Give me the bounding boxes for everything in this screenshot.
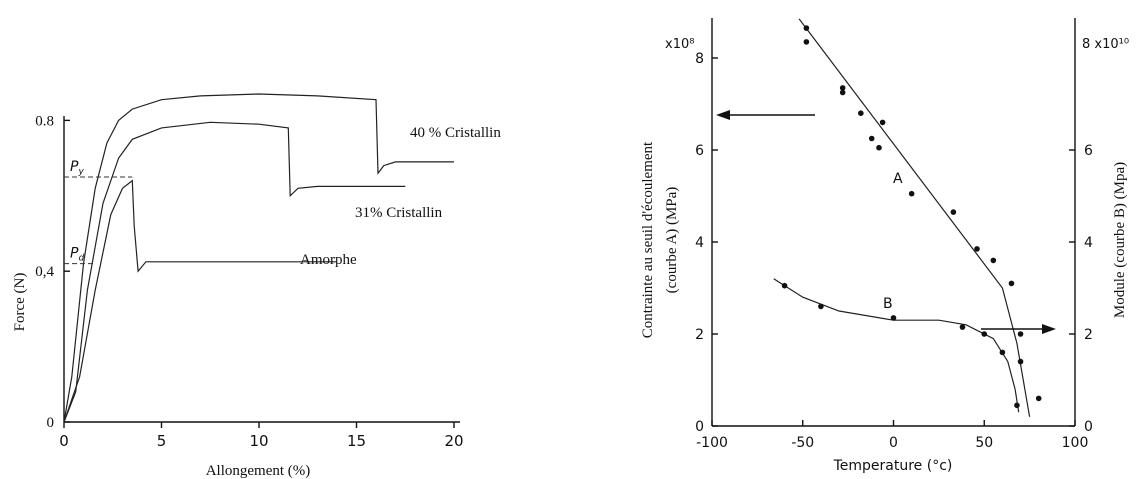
right-x-ticks: -100 -50 0 50 100	[696, 420, 1088, 451]
data-point-a	[876, 144, 882, 151]
series-label-40: 40 % Cristallin	[410, 125, 501, 141]
data-point-a	[908, 190, 915, 197]
curve-label-b: B	[883, 296, 893, 312]
right-right-tick-label: 6	[1084, 143, 1093, 159]
right-y-label-left-2: (courbe A) (MPa)	[664, 187, 680, 294]
right-x-tick-label: 100	[1062, 435, 1089, 451]
left-series-line-1	[63, 121, 406, 423]
data-point-a	[803, 39, 810, 45]
series-label-amorphe: Amorphe	[300, 252, 357, 268]
marker-subscript: y	[77, 167, 84, 177]
curve-label-a: A	[893, 171, 903, 187]
right-left-tick-label: 4	[695, 235, 704, 251]
left-y-tick-label: 0,4	[35, 264, 54, 280]
data-point-a	[858, 110, 864, 116]
data-point-a	[950, 209, 957, 215]
data-point-a	[868, 135, 875, 142]
right-scale-label: 8 x10¹⁰	[1082, 37, 1129, 52]
left-x-tick-label: 5	[157, 432, 167, 450]
fit-line-b	[773, 278, 1020, 413]
data-point-a	[879, 119, 886, 126]
right-x-tick-label: -50	[791, 435, 814, 451]
left-x-label: Allongement (%)	[206, 463, 311, 479]
left-y-ticks: 0 0,4 0.8	[35, 113, 70, 431]
left-y-tick-label: 0	[47, 415, 55, 431]
series-label-31: 31% Cristallin	[355, 205, 443, 221]
right-y-ticks: 0 2 4 6 8 0 2 4 6	[695, 51, 1093, 435]
marker-label: Py	[70, 159, 84, 177]
right-x-tick-label: -100	[696, 435, 728, 451]
data-point-b	[781, 282, 788, 289]
left-x-tick-label: 15	[347, 432, 366, 450]
fit-line-a	[798, 18, 1031, 417]
marker-label: Pd	[70, 246, 84, 264]
arrow-left-head	[716, 110, 730, 120]
data-point-a	[1008, 280, 1015, 287]
right-y-label-right: Module (courbe B) (Mpa)	[1112, 162, 1128, 318]
data-point-b	[1014, 402, 1020, 409]
data-point-b	[999, 349, 1006, 356]
data-point-b	[981, 331, 988, 337]
left-x-ticks: 0 5 10 15 20	[59, 422, 464, 450]
left-y-label: Force (N)	[12, 273, 28, 332]
right-y-label-left-1: Contrainte au seuil d'écoulement	[640, 141, 656, 338]
data-point-b	[1017, 358, 1024, 365]
data-point-a	[839, 85, 846, 91]
left-chart: 0 5 10 15 20 0 0,4 0.8 Py Pd Allongement (%) Fo…	[12, 93, 501, 479]
left-series-line-2	[63, 179, 337, 423]
right-chart: -100 -50 0 50 100 0 2 4 6 8 0 2 4 6 x10⁸ 8 x10¹⁰ Tem…	[640, 18, 1129, 474]
data-point-a	[1035, 395, 1042, 402]
right-left-tick-label: 8	[695, 51, 704, 67]
left-x-tick-label: 20	[444, 432, 463, 450]
arrow-right-head	[1042, 324, 1056, 334]
right-series	[773, 18, 1042, 417]
left-x-tick-label: 0	[59, 432, 69, 450]
data-point-b	[1017, 331, 1024, 337]
left-scale-label: x10⁸	[665, 37, 694, 52]
right-left-tick-label: 0	[695, 419, 704, 435]
right-x-label: Temperature (°c)	[833, 458, 953, 474]
left-series-line-0	[63, 93, 454, 423]
left-y-tick-label: 0.8	[35, 113, 54, 129]
right-right-tick-label: 0	[1084, 419, 1093, 435]
right-x-tick-label: 0	[889, 435, 898, 451]
data-point-a	[839, 89, 846, 96]
data-point-a	[990, 257, 997, 264]
data-point-b	[959, 324, 966, 330]
marker-subscript: d	[78, 254, 84, 264]
left-series	[63, 93, 454, 423]
right-right-tick-label: 2	[1084, 327, 1093, 343]
right-right-tick-label: 4	[1084, 235, 1093, 251]
right-x-tick-label: 50	[975, 435, 993, 451]
right-left-tick-label: 6	[695, 143, 704, 159]
data-point-a	[974, 246, 980, 252]
data-point-b	[890, 315, 897, 321]
right-left-tick-label: 2	[695, 327, 704, 343]
data-point-a	[803, 25, 810, 31]
data-point-b	[818, 303, 824, 310]
left-x-tick-label: 10	[249, 432, 268, 450]
